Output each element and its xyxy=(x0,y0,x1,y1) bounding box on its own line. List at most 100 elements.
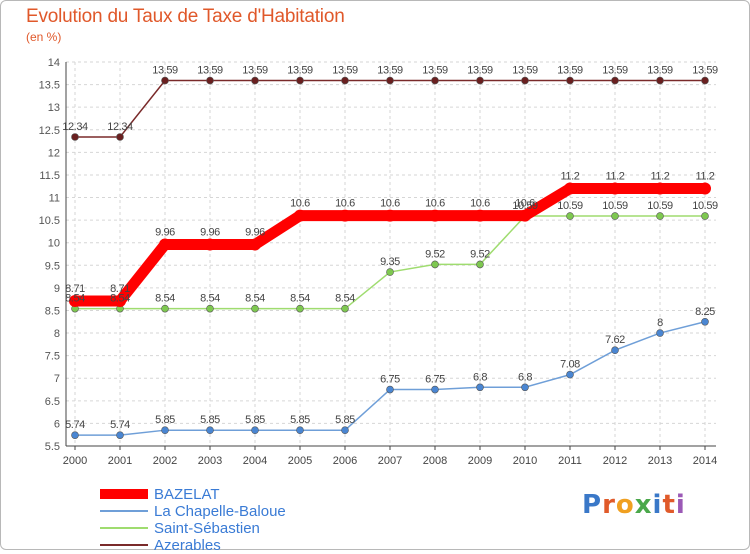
data-label-bazelat: 9.96 xyxy=(245,227,265,239)
data-label-saint-sebastien: 8.54 xyxy=(335,293,355,305)
data-point-la-chapelle-baloue xyxy=(611,346,619,355)
data-point-bazelat xyxy=(474,209,486,222)
chart-subtitle: (en %) xyxy=(26,30,62,44)
data-label-bazelat: 8.71 xyxy=(110,283,130,295)
data-label-la-chapelle-baloue: 5.74 xyxy=(65,419,85,431)
data-point-la-chapelle-baloue xyxy=(701,317,709,326)
data-point-la-chapelle-baloue xyxy=(206,426,214,434)
data-point-azerables xyxy=(656,76,664,85)
data-label-saint-sebastien: 10.59 xyxy=(512,200,538,212)
data-point-bazelat xyxy=(609,182,621,195)
data-label-saint-sebastien: 10.59 xyxy=(557,200,583,212)
x-tick-label: 2003 xyxy=(198,455,222,467)
data-point-azerables xyxy=(116,133,124,141)
data-point-saint-sebastien xyxy=(251,304,259,313)
data-label-azerables: 13.59 xyxy=(422,65,448,77)
data-label-la-chapelle-baloue: 5.85 xyxy=(290,414,310,426)
y-tick-label: 6.5 xyxy=(45,396,60,408)
data-label-bazelat: 10.6 xyxy=(380,198,400,210)
data-point-la-chapelle-baloue xyxy=(161,426,169,434)
y-tick-label: 11 xyxy=(49,193,60,205)
data-label-azerables: 13.59 xyxy=(197,65,223,77)
data-point-bazelat xyxy=(159,238,171,251)
data-label-la-chapelle-baloue: 7.08 xyxy=(560,359,580,371)
x-tick-label: 2002 xyxy=(153,455,177,467)
data-point-azerables xyxy=(251,76,259,85)
data-point-la-chapelle-baloue xyxy=(521,383,529,392)
data-label-bazelat: 11.2 xyxy=(606,170,625,182)
data-point-azerables xyxy=(476,76,484,85)
data-label-la-chapelle-baloue: 5.85 xyxy=(335,414,355,426)
y-tick-label: 6 xyxy=(54,418,60,430)
x-tick-label: 2009 xyxy=(468,455,492,467)
data-label-azerables: 12.34 xyxy=(62,121,88,133)
y-tick-label: 9 xyxy=(54,283,60,295)
data-point-bazelat xyxy=(429,209,441,222)
x-tick-label: 2008 xyxy=(423,455,447,467)
y-tick-label: 10.5 xyxy=(39,215,60,227)
data-point-azerables xyxy=(386,76,394,85)
legend-item-bazelat: BAZELAT xyxy=(100,485,220,503)
y-tick-label: 13 xyxy=(48,102,60,114)
data-point-azerables xyxy=(161,76,169,85)
data-point-azerables xyxy=(521,76,529,85)
data-label-saint-sebastien: 9.35 xyxy=(380,256,400,268)
data-point-azerables xyxy=(206,76,214,85)
y-tick-label: 5.5 xyxy=(45,441,60,453)
data-label-saint-sebastien: 9.52 xyxy=(425,248,445,260)
data-point-bazelat xyxy=(654,182,666,195)
x-tick-label: 2004 xyxy=(243,455,267,467)
data-point-la-chapelle-baloue xyxy=(251,426,259,434)
data-point-la-chapelle-baloue xyxy=(116,431,124,439)
data-point-azerables xyxy=(71,133,79,141)
x-tick-label: 2000 xyxy=(63,455,87,467)
logo-letter: t xyxy=(662,490,676,520)
data-point-bazelat xyxy=(699,182,711,195)
data-point-azerables xyxy=(296,76,304,85)
legend-item-la-chapelle-baloue: La Chapelle-Baloue xyxy=(100,503,286,520)
data-point-la-chapelle-baloue xyxy=(476,383,484,392)
logo-letter: o xyxy=(615,490,635,520)
data-point-azerables xyxy=(701,76,709,85)
data-label-bazelat: 10.6 xyxy=(290,198,310,210)
data-point-saint-sebastien xyxy=(296,304,304,313)
data-label-saint-sebastien: 8.54 xyxy=(65,293,85,305)
legend-label: BAZELAT xyxy=(154,485,220,503)
data-label-azerables: 13.59 xyxy=(242,65,268,77)
legend-label: Azerables xyxy=(154,536,221,554)
data-label-azerables: 13.59 xyxy=(152,65,178,77)
data-label-saint-sebastien: 8.54 xyxy=(245,293,265,305)
legend-swatch xyxy=(100,510,148,512)
data-label-bazelat: 9.96 xyxy=(200,227,220,239)
data-point-la-chapelle-baloue xyxy=(566,370,574,379)
y-tick-label: 12 xyxy=(48,147,60,159)
y-tick-label: 12.5 xyxy=(39,125,60,137)
logo-letter: i xyxy=(675,490,686,520)
data-point-azerables xyxy=(431,76,439,85)
y-tick-label: 7 xyxy=(54,373,60,385)
data-point-la-chapelle-baloue xyxy=(386,385,394,394)
data-point-bazelat xyxy=(294,209,306,222)
data-point-saint-sebastien xyxy=(701,212,709,220)
data-label-la-chapelle-baloue: 8 xyxy=(657,317,663,329)
data-point-bazelat xyxy=(564,182,576,195)
data-label-saint-sebastien: 8.54 xyxy=(290,293,310,305)
data-label-la-chapelle-baloue: 6.8 xyxy=(518,371,532,383)
data-label-azerables: 13.59 xyxy=(512,65,538,77)
x-tick-label: 2007 xyxy=(378,455,402,467)
data-point-la-chapelle-baloue xyxy=(296,426,304,434)
data-point-la-chapelle-baloue xyxy=(71,431,79,439)
data-point-azerables xyxy=(341,76,349,85)
x-tick-label: 2013 xyxy=(648,455,672,467)
data-point-saint-sebastien xyxy=(341,304,349,313)
data-label-bazelat: 10.6 xyxy=(470,198,490,210)
data-point-bazelat xyxy=(114,294,126,307)
data-label-bazelat: 8.71 xyxy=(65,283,85,295)
y-tick-label: 8.5 xyxy=(45,305,60,317)
data-point-saint-sebastien xyxy=(206,304,214,313)
data-label-bazelat: 11.2 xyxy=(561,170,580,182)
data-label-saint-sebastien: 10.59 xyxy=(647,200,673,212)
data-point-bazelat xyxy=(384,209,396,222)
data-label-saint-sebastien: 8.54 xyxy=(200,293,220,305)
y-tick-label: 8 xyxy=(54,328,60,340)
